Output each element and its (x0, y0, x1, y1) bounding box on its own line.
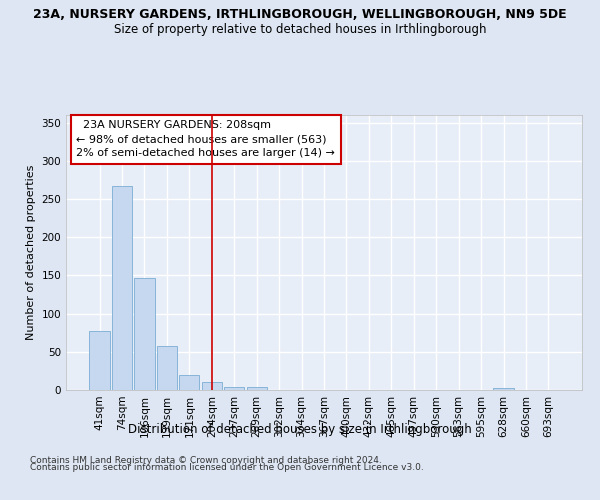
Bar (179, 376, 199, 390)
Bar (134, 278, 155, 390)
Bar (112, 186, 132, 390)
Y-axis label: Number of detached properties: Number of detached properties (26, 165, 36, 340)
Text: 23A, NURSERY GARDENS, IRTHLINGBOROUGH, WELLINGBOROUGH, NN9 5DE: 23A, NURSERY GARDENS, IRTHLINGBOROUGH, W… (33, 8, 567, 20)
Text: Distribution of detached houses by size in Irthlingborough: Distribution of detached houses by size … (128, 422, 472, 436)
Bar (224, 387, 244, 390)
Bar (157, 346, 177, 390)
Bar (202, 382, 222, 390)
Bar (493, 388, 514, 390)
Text: Size of property relative to detached houses in Irthlingborough: Size of property relative to detached ho… (114, 22, 486, 36)
Bar (89, 331, 110, 390)
Text: Contains HM Land Registry data © Crown copyright and database right 2024.: Contains HM Land Registry data © Crown c… (30, 456, 382, 465)
Text: 23A NURSERY GARDENS: 208sqm
← 98% of detached houses are smaller (563)
2% of sem: 23A NURSERY GARDENS: 208sqm ← 98% of det… (76, 120, 335, 158)
Text: Contains public sector information licensed under the Open Government Licence v3: Contains public sector information licen… (30, 464, 424, 472)
Bar (247, 387, 267, 390)
